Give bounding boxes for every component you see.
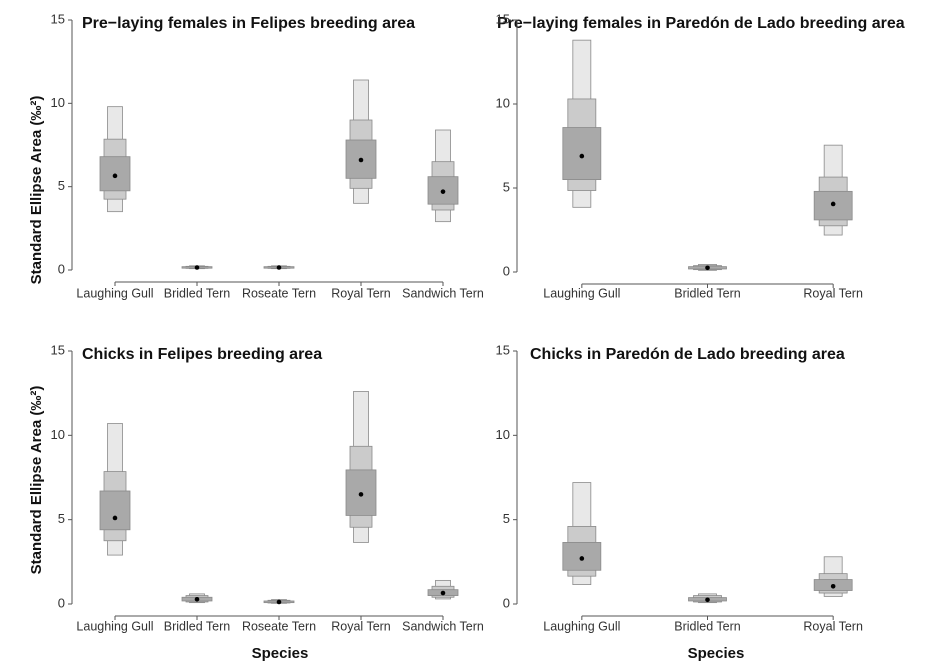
mode-point bbox=[830, 583, 836, 589]
y-tick-label: 0 bbox=[58, 595, 65, 610]
y-tick-label: 5 bbox=[58, 178, 65, 193]
mode-point bbox=[358, 492, 364, 497]
x-tick-label: Laughing Gull bbox=[76, 286, 153, 300]
mode-point bbox=[705, 265, 710, 271]
panel-title: Chicks in Paredón de Lado breeding area bbox=[530, 346, 845, 363]
y-tick-label: 10 bbox=[51, 95, 65, 110]
y-tick-label: 10 bbox=[496, 95, 510, 110]
x-tick-label: Royal Tern bbox=[803, 619, 863, 633]
mode-point bbox=[112, 515, 118, 521]
chart-panel-1: Pre−laying females in Felipes breeding a… bbox=[51, 11, 484, 300]
x-tick-label: Roseate Tern bbox=[242, 286, 316, 300]
x-tick-label: Bridled Tern bbox=[164, 619, 231, 633]
y-tick-label: 10 bbox=[51, 427, 65, 442]
x-tick-label: Royal Tern bbox=[803, 286, 863, 300]
y-tick-label: 15 bbox=[51, 342, 65, 357]
mode-point bbox=[705, 597, 710, 603]
panel-title: Pre−laying females in Felipes breeding a… bbox=[82, 15, 415, 32]
mode-point bbox=[358, 157, 364, 163]
chart-panel-4: Chicks in Paredón de Lado breeding area 0… bbox=[496, 342, 863, 633]
box-ci50 bbox=[99, 490, 131, 531]
mode-point bbox=[440, 590, 446, 596]
box-ci50 bbox=[562, 127, 602, 180]
x-tick-label: Sandwich Tern bbox=[402, 619, 484, 633]
mode-point bbox=[276, 599, 282, 605]
panel-title: Pre−laying females in Paredón de Lado br… bbox=[497, 15, 905, 32]
x-tick-label: Laughing Gull bbox=[76, 619, 153, 633]
mode-point bbox=[579, 556, 585, 561]
y-tick-label: 5 bbox=[58, 511, 65, 526]
mode-point bbox=[440, 189, 446, 194]
mode-point bbox=[194, 265, 200, 270]
x-tick-label: Bridled Tern bbox=[164, 286, 231, 300]
x-tick-label: Laughing Gull bbox=[543, 619, 620, 633]
y-tick-label: 0 bbox=[503, 263, 510, 278]
mode-point bbox=[579, 153, 585, 159]
chart-panel-2: Pre−laying females in Paredón de Lado br… bbox=[496, 11, 905, 300]
mode-point bbox=[830, 201, 836, 207]
x-tick-label: Sandwich Tern bbox=[402, 286, 484, 300]
y-axis-title-top: Standard Ellipse Area (‰²) bbox=[28, 95, 45, 285]
x-tick-label: Bridled Tern bbox=[674, 619, 741, 633]
y-tick-label: 15 bbox=[496, 342, 510, 357]
y-tick-label: 0 bbox=[503, 595, 510, 610]
mode-point bbox=[276, 265, 282, 270]
y-tick-label: 10 bbox=[496, 427, 510, 442]
x-axis-title-left: Species bbox=[251, 645, 309, 662]
y-tick-label: 15 bbox=[51, 11, 65, 26]
x-tick-label: Royal Tern bbox=[331, 286, 391, 300]
x-axis-title-right: Species bbox=[687, 645, 745, 662]
chart-panel-3: Chicks in Felipes breeding area 0 5 10 15 Lau… bbox=[51, 342, 484, 633]
y-tick-label: 15 bbox=[496, 11, 510, 26]
x-tick-label: Bridled Tern bbox=[674, 286, 741, 300]
x-tick-label: Laughing Gull bbox=[543, 286, 620, 300]
panel-title: Chicks in Felipes breeding area bbox=[82, 346, 322, 363]
y-tick-label: 5 bbox=[503, 511, 510, 526]
y-axis-title-bottom: Standard Ellipse Area (‰²) bbox=[28, 385, 45, 575]
mode-point bbox=[194, 596, 200, 602]
x-tick-label: Royal Tern bbox=[331, 619, 391, 633]
y-tick-label: 5 bbox=[503, 179, 510, 194]
x-tick-label: Roseate Tern bbox=[242, 619, 316, 633]
y-tick-label: 0 bbox=[58, 261, 65, 276]
mode-point bbox=[112, 173, 118, 179]
